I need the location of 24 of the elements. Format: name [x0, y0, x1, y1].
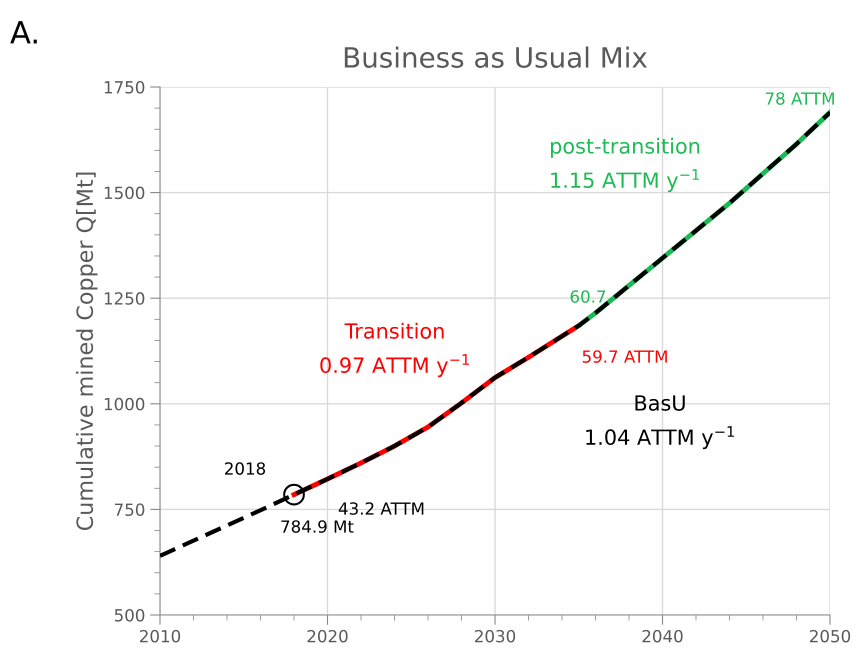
y-tick-label: 1250 [104, 292, 144, 305]
y-tick-label: 750 [114, 503, 144, 516]
y-tick-label: 1750 [104, 80, 144, 94]
x-tick-label: 2020 [308, 630, 348, 642]
annotation: 78 ATTM [766, 92, 834, 105]
text: A. [10, 21, 37, 44]
line-series [160, 110, 830, 558]
annotation: 43.2 ATTM [338, 502, 424, 515]
annotation: 2018 [225, 462, 266, 475]
annotation: 784.9 Mt [281, 520, 354, 533]
annotation: 59.7 ATTM [582, 350, 667, 363]
annotation: Transition 0.97 ATTM y$^{−1}$ [320, 322, 469, 378]
x-tick-label: 2030 [475, 630, 516, 642]
y-axis-title: Cumulative mined Copper Q[Mt] [76, 172, 98, 530]
y-tick-label: 1000 [104, 398, 144, 410]
annotation: post-transition 1.15 ATTM y$^{−1}$ [551, 138, 700, 192]
y-tick-label: 500 [114, 608, 144, 622]
annotation: 60.7 [570, 290, 606, 303]
annotation: BasU 1.04 ATTM y$^{−1}$ [586, 395, 734, 450]
y-tick-label: 1500 [104, 186, 144, 200]
x-tick-label: 2050 [810, 630, 850, 642]
x-tick-label: 2040 [642, 630, 683, 642]
chart-title: Business as Usual Mix [344, 46, 647, 68]
x-tick-label: 2010 [140, 630, 180, 642]
